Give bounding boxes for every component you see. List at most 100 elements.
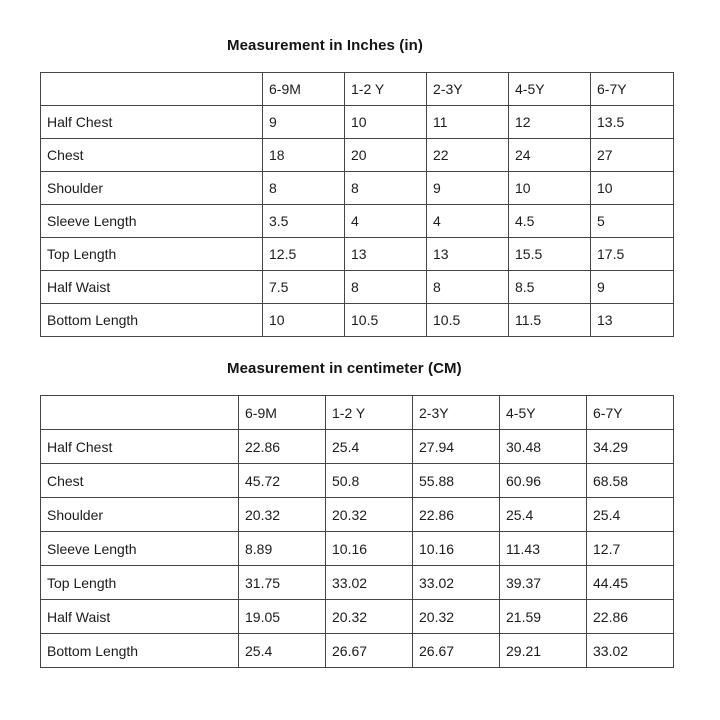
value-cell: 27: [590, 138, 674, 172]
value-cell: 20.32: [325, 497, 413, 532]
table-row: Chest 45.72 50.8 55.88 60.96 68.58: [40, 463, 674, 498]
column-header-6-7y: 6-7Y: [586, 395, 674, 430]
column-header-6-7y: 6-7Y: [590, 72, 674, 106]
table-row: Sleeve Length 8.89 10.16 10.16 11.43 12.…: [40, 531, 674, 566]
table-row: Top Length 12.5 13 13 15.5 17.5: [40, 237, 674, 271]
value-cell: 8: [426, 270, 509, 304]
value-cell: 25.4: [586, 497, 674, 532]
table-row: Half Chest 22.86 25.4 27.94 30.48 34.29: [40, 429, 674, 464]
value-cell: 21.59: [499, 599, 587, 634]
column-header-1-2y: 1-2 Y: [344, 72, 427, 106]
value-cell: 25.4: [499, 497, 587, 532]
value-cell: 10: [590, 171, 674, 205]
cm-table: 6-9M 1-2 Y 2-3Y 4-5Y 6-7Y Half Chest 22.…: [40, 395, 674, 668]
corner-cell: [40, 72, 263, 106]
column-header-4-5y: 4-5Y: [508, 72, 591, 106]
cm-header-row: 6-9M 1-2 Y 2-3Y 4-5Y 6-7Y: [40, 395, 674, 430]
value-cell: 10.16: [412, 531, 500, 566]
value-cell: 22.86: [238, 429, 326, 464]
row-label-cell: Half Waist: [40, 599, 239, 634]
value-cell: 13: [590, 303, 674, 337]
value-cell: 11.43: [499, 531, 587, 566]
value-cell: 26.67: [325, 633, 413, 668]
row-label-cell: Top Length: [40, 565, 239, 600]
inches-header-row: 6-9M 1-2 Y 2-3Y 4-5Y 6-7Y: [40, 72, 674, 106]
column-header-2-3y: 2-3Y: [426, 72, 509, 106]
value-cell: 30.48: [499, 429, 587, 464]
column-header-4-5y: 4-5Y: [499, 395, 587, 430]
value-cell: 10.5: [344, 303, 427, 337]
value-cell: 8.5: [508, 270, 591, 304]
value-cell: 26.67: [412, 633, 500, 668]
value-cell: 60.96: [499, 463, 587, 498]
row-label-cell: Top Length: [40, 237, 263, 271]
value-cell: 45.72: [238, 463, 326, 498]
table-row: Sleeve Length 3.5 4 4 4.5 5: [40, 204, 674, 238]
table-row: Top Length 31.75 33.02 33.02 39.37 44.45: [40, 565, 674, 600]
value-cell: 44.45: [586, 565, 674, 600]
row-label-cell: Bottom Length: [40, 303, 263, 337]
table-row: Shoulder 8 8 9 10 10: [40, 171, 674, 205]
row-label-cell: Half Chest: [40, 105, 263, 139]
inches-table-title: Measurement in Inches (in): [227, 37, 423, 54]
column-header-2-3y: 2-3Y: [412, 395, 500, 430]
row-label-cell: Chest: [40, 138, 263, 172]
value-cell: 4.5: [508, 204, 591, 238]
column-header-1-2y: 1-2 Y: [325, 395, 413, 430]
row-label-cell: Shoulder: [40, 497, 239, 532]
value-cell: 22.86: [412, 497, 500, 532]
value-cell: 12.5: [262, 237, 345, 271]
value-cell: 8: [262, 171, 345, 205]
table-row: Half Waist 19.05 20.32 20.32 21.59 22.86: [40, 599, 674, 634]
value-cell: 10: [262, 303, 345, 337]
value-cell: 10.16: [325, 531, 413, 566]
value-cell: 55.88: [412, 463, 500, 498]
column-header-6-9m: 6-9M: [262, 72, 345, 106]
value-cell: 7.5: [262, 270, 345, 304]
value-cell: 4: [426, 204, 509, 238]
table-row: Half Waist 7.5 8 8 8.5 9: [40, 270, 674, 304]
value-cell: 13.5: [590, 105, 674, 139]
row-label-cell: Half Waist: [40, 270, 263, 304]
value-cell: 17.5: [590, 237, 674, 271]
value-cell: 34.29: [586, 429, 674, 464]
value-cell: 29.21: [499, 633, 587, 668]
table-row: Bottom Length 25.4 26.67 26.67 29.21 33.…: [40, 633, 674, 668]
value-cell: 24: [508, 138, 591, 172]
value-cell: 12.7: [586, 531, 674, 566]
row-label-cell: Bottom Length: [40, 633, 239, 668]
column-header-6-9m: 6-9M: [238, 395, 326, 430]
value-cell: 11.5: [508, 303, 591, 337]
value-cell: 20: [344, 138, 427, 172]
table-row: Chest 18 20 22 24 27: [40, 138, 674, 172]
value-cell: 25.4: [238, 633, 326, 668]
value-cell: 11: [426, 105, 509, 139]
row-label-cell: Half Chest: [40, 429, 239, 464]
value-cell: 12: [508, 105, 591, 139]
value-cell: 68.58: [586, 463, 674, 498]
value-cell: 13: [426, 237, 509, 271]
value-cell: 8: [344, 270, 427, 304]
value-cell: 10: [508, 171, 591, 205]
value-cell: 9: [590, 270, 674, 304]
value-cell: 22.86: [586, 599, 674, 634]
table-row: Bottom Length 10 10.5 10.5 11.5 13: [40, 303, 674, 337]
value-cell: 27.94: [412, 429, 500, 464]
value-cell: 33.02: [586, 633, 674, 668]
value-cell: 13: [344, 237, 427, 271]
value-cell: 33.02: [325, 565, 413, 600]
inches-table: 6-9M 1-2 Y 2-3Y 4-5Y 6-7Y Half Chest 9 1…: [40, 72, 674, 337]
value-cell: 10.5: [426, 303, 509, 337]
value-cell: 50.8: [325, 463, 413, 498]
table-row: Shoulder 20.32 20.32 22.86 25.4 25.4: [40, 497, 674, 532]
value-cell: 22: [426, 138, 509, 172]
value-cell: 20.32: [325, 599, 413, 634]
value-cell: 39.37: [499, 565, 587, 600]
value-cell: 15.5: [508, 237, 591, 271]
table-row: Half Chest 9 10 11 12 13.5: [40, 105, 674, 139]
row-label-cell: Shoulder: [40, 171, 263, 205]
value-cell: 8.89: [238, 531, 326, 566]
value-cell: 3.5: [262, 204, 345, 238]
value-cell: 9: [262, 105, 345, 139]
